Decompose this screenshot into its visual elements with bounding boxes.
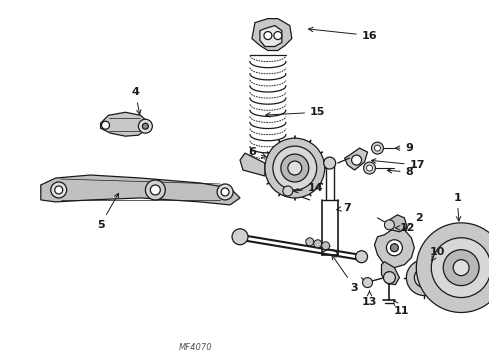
Text: 2: 2: [403, 213, 423, 230]
Polygon shape: [374, 228, 415, 268]
Circle shape: [274, 32, 282, 40]
Text: 14: 14: [294, 183, 323, 193]
Circle shape: [384, 272, 395, 284]
Text: MF4070: MF4070: [178, 343, 212, 352]
Circle shape: [314, 240, 322, 248]
Text: 13: 13: [362, 291, 377, 306]
Circle shape: [273, 146, 317, 190]
Circle shape: [371, 142, 384, 154]
Circle shape: [138, 119, 152, 133]
Polygon shape: [41, 175, 240, 205]
Circle shape: [143, 123, 148, 129]
Circle shape: [453, 260, 469, 276]
Circle shape: [288, 161, 302, 175]
Circle shape: [391, 244, 398, 252]
Circle shape: [415, 268, 434, 288]
Circle shape: [101, 121, 110, 129]
Circle shape: [356, 251, 368, 263]
Circle shape: [324, 157, 336, 169]
Circle shape: [232, 229, 248, 245]
Text: 10: 10: [430, 247, 445, 261]
Text: 16: 16: [309, 27, 377, 41]
Circle shape: [385, 220, 394, 230]
Text: 12: 12: [395, 223, 415, 233]
Circle shape: [283, 186, 293, 196]
Polygon shape: [382, 262, 399, 285]
Text: 3: 3: [332, 255, 358, 293]
Circle shape: [146, 180, 165, 200]
Circle shape: [367, 165, 372, 171]
Circle shape: [364, 162, 375, 174]
Circle shape: [221, 188, 229, 196]
Polygon shape: [344, 148, 368, 170]
Text: 9: 9: [395, 143, 413, 153]
Polygon shape: [240, 153, 265, 176]
Circle shape: [55, 186, 63, 194]
Polygon shape: [390, 215, 407, 232]
Polygon shape: [252, 19, 292, 50]
Text: 4: 4: [131, 87, 141, 114]
Text: 17: 17: [371, 159, 425, 170]
Circle shape: [374, 145, 380, 151]
Text: 8: 8: [387, 167, 413, 177]
Circle shape: [443, 250, 479, 285]
Circle shape: [352, 155, 362, 165]
Circle shape: [363, 278, 372, 288]
Circle shape: [419, 273, 429, 283]
Circle shape: [217, 184, 233, 200]
Circle shape: [264, 32, 272, 40]
Circle shape: [431, 238, 490, 298]
Circle shape: [406, 260, 442, 296]
Circle shape: [281, 154, 309, 182]
Text: 5: 5: [97, 193, 119, 230]
Circle shape: [51, 182, 67, 198]
Text: 11: 11: [393, 301, 409, 316]
Text: 6: 6: [248, 147, 266, 158]
Polygon shape: [100, 112, 148, 136]
Circle shape: [265, 138, 325, 198]
Circle shape: [322, 242, 330, 250]
Circle shape: [150, 185, 160, 195]
Circle shape: [387, 240, 402, 256]
Text: 7: 7: [337, 203, 351, 213]
Text: 1: 1: [453, 193, 461, 221]
Circle shape: [416, 223, 490, 312]
Circle shape: [306, 238, 314, 246]
Text: 15: 15: [266, 107, 325, 117]
Polygon shape: [260, 26, 282, 46]
